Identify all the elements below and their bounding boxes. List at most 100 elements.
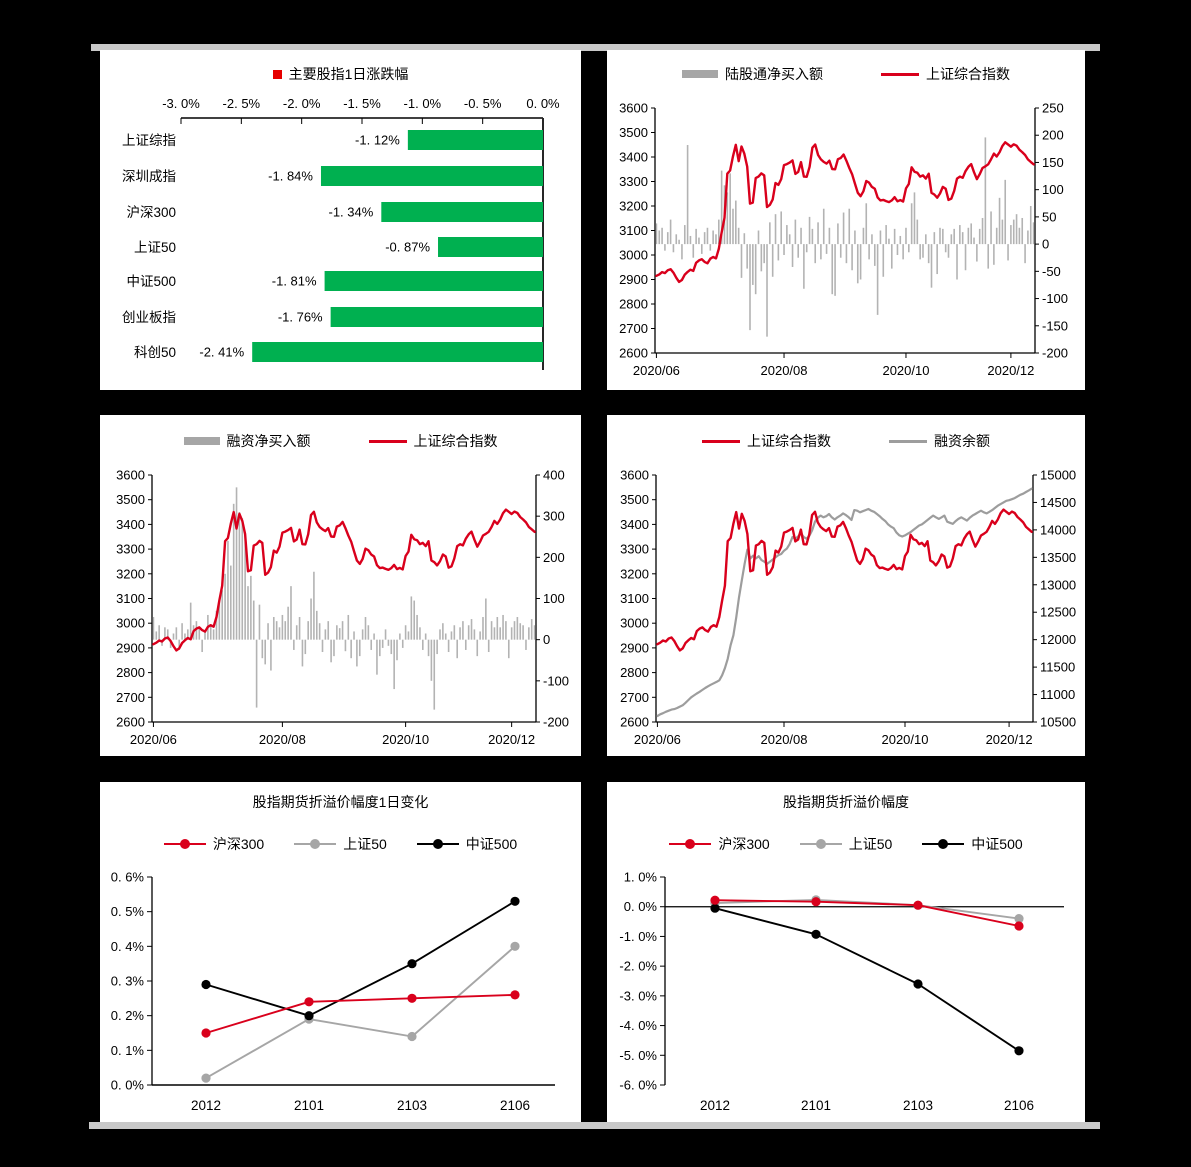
bar xyxy=(740,244,743,278)
y-axis-tick-label: 150 xyxy=(1042,155,1064,170)
chart-legend: 主要股指1日涨跌幅 xyxy=(100,64,581,84)
series-line xyxy=(205,993,516,1034)
legend-label: 上证综合指数 xyxy=(926,66,1010,82)
bar xyxy=(689,235,692,245)
y-axis-tick-label: 3100 xyxy=(620,591,649,606)
legend-item-hs300: 沪深300 xyxy=(669,834,770,854)
bar xyxy=(1012,219,1015,245)
bar xyxy=(1027,230,1029,245)
y-axis-tick-label: -100 xyxy=(543,673,569,688)
bar xyxy=(794,219,797,245)
chart-title: 股指期货折溢价幅度 xyxy=(783,794,909,810)
x-axis-labels: 2012 2101 2103 2106 xyxy=(700,1098,1034,1113)
y-axis-left: 3600 3500 3400 3300 3200 3100 3000 2900 2800 2700… xyxy=(619,101,655,361)
bar xyxy=(453,625,456,640)
y-axis-tick-label: 0. 0% xyxy=(111,1078,145,1093)
bar xyxy=(232,503,235,640)
bar xyxy=(490,621,493,640)
line-series-沪深300 xyxy=(201,990,520,1038)
bar-value-label: -1. 34% xyxy=(328,205,373,220)
bar xyxy=(284,621,287,640)
bar xyxy=(307,621,309,640)
y-axis-tick-label: 0. 1% xyxy=(111,1043,145,1058)
y-axis-tick-label: 100 xyxy=(1042,182,1064,197)
top-divider-rule xyxy=(91,44,1100,51)
bar xyxy=(692,244,695,258)
bar xyxy=(353,631,355,640)
bar xyxy=(661,227,663,245)
y-axis-tick-label: -5. 0% xyxy=(619,1048,657,1063)
bar xyxy=(995,227,998,245)
panel-main-index-daily-change: 主要股指1日涨跌幅 -3. 0% -2. 5% -2. 0% -1. 5% -1. 0%… xyxy=(100,50,581,390)
chart-title: 股指期货折溢价幅度1日变化 xyxy=(252,794,429,810)
dual-axis-chart-canvas: 3600350034003300320031003000290028002700… xyxy=(116,468,569,748)
category-label: 深圳成指 xyxy=(122,169,176,184)
bar xyxy=(672,244,675,253)
bar xyxy=(396,639,398,661)
bar xyxy=(198,628,201,640)
y-axis-tick-label: 3400 xyxy=(619,150,648,165)
bar xyxy=(361,629,364,640)
bar xyxy=(916,219,919,245)
bar xyxy=(201,639,203,653)
bar xyxy=(851,244,853,271)
bar xyxy=(364,617,367,640)
y-axis-tick-label: 2700 xyxy=(619,321,648,336)
data-point-marker xyxy=(811,897,821,907)
bar xyxy=(754,244,757,295)
bar-value-label: -1. 76% xyxy=(278,310,323,325)
data-point-marker xyxy=(913,979,923,989)
y-axis-tick-label: 0. 4% xyxy=(111,939,145,954)
x-axis-tick-label: -2. 0% xyxy=(283,96,321,111)
bar xyxy=(715,234,717,245)
line-series-中证500 xyxy=(201,896,520,1021)
series-line xyxy=(714,907,1020,1052)
bar xyxy=(522,625,524,640)
bar xyxy=(499,627,501,640)
bar xyxy=(905,227,907,245)
bar xyxy=(218,600,221,640)
bar xyxy=(885,225,887,245)
data-point-marker xyxy=(304,1011,314,1021)
bar xyxy=(321,639,324,653)
bar xyxy=(1010,225,1012,245)
bar xyxy=(416,614,418,640)
x-axis-tick-label: -3. 0% xyxy=(162,96,200,111)
x-axis-tick-label: 2020/10 xyxy=(881,732,928,747)
bar xyxy=(224,573,226,640)
bar xyxy=(695,228,697,245)
bar xyxy=(158,625,160,640)
bar xyxy=(298,617,301,640)
bar xyxy=(658,230,661,245)
bar xyxy=(327,621,330,640)
y-axis-tick-label: 2600 xyxy=(619,346,648,361)
y-axis-tick-label: -200 xyxy=(543,715,569,730)
bar xyxy=(763,244,765,264)
bar xyxy=(473,629,476,640)
legend-label: 中证500 xyxy=(971,836,1023,852)
legend-line-swatch-icon xyxy=(368,439,407,443)
bar xyxy=(241,518,244,640)
data-point-marker xyxy=(710,903,720,913)
bar xyxy=(791,244,794,267)
hbar-chart-canvas: -3. 0% -2. 5% -2. 0% -1. 5% -1. 0% -0. 5% 0. 0… xyxy=(122,96,560,370)
bar xyxy=(341,621,344,640)
bar xyxy=(424,633,427,640)
x-axis-tick-label: 2020/06 xyxy=(130,732,177,747)
bar xyxy=(678,239,680,245)
bar xyxy=(155,631,158,640)
category-label: 沪深300 xyxy=(126,205,176,220)
bar xyxy=(470,619,473,640)
bar xyxy=(681,244,683,260)
bar xyxy=(856,244,859,284)
bottom-divider-rule xyxy=(89,1122,1100,1129)
bar xyxy=(215,610,218,640)
y-axis-tick-label: 12000 xyxy=(1040,632,1076,647)
bar xyxy=(533,625,536,640)
bar xyxy=(381,202,543,222)
bar xyxy=(950,234,953,245)
x-axis-tick-label: 2012 xyxy=(191,1098,221,1113)
bar xyxy=(1004,179,1007,245)
x-axis-tick-label: 2020/08 xyxy=(761,732,808,747)
y-axis-tick-label: 0. 6% xyxy=(111,870,145,885)
